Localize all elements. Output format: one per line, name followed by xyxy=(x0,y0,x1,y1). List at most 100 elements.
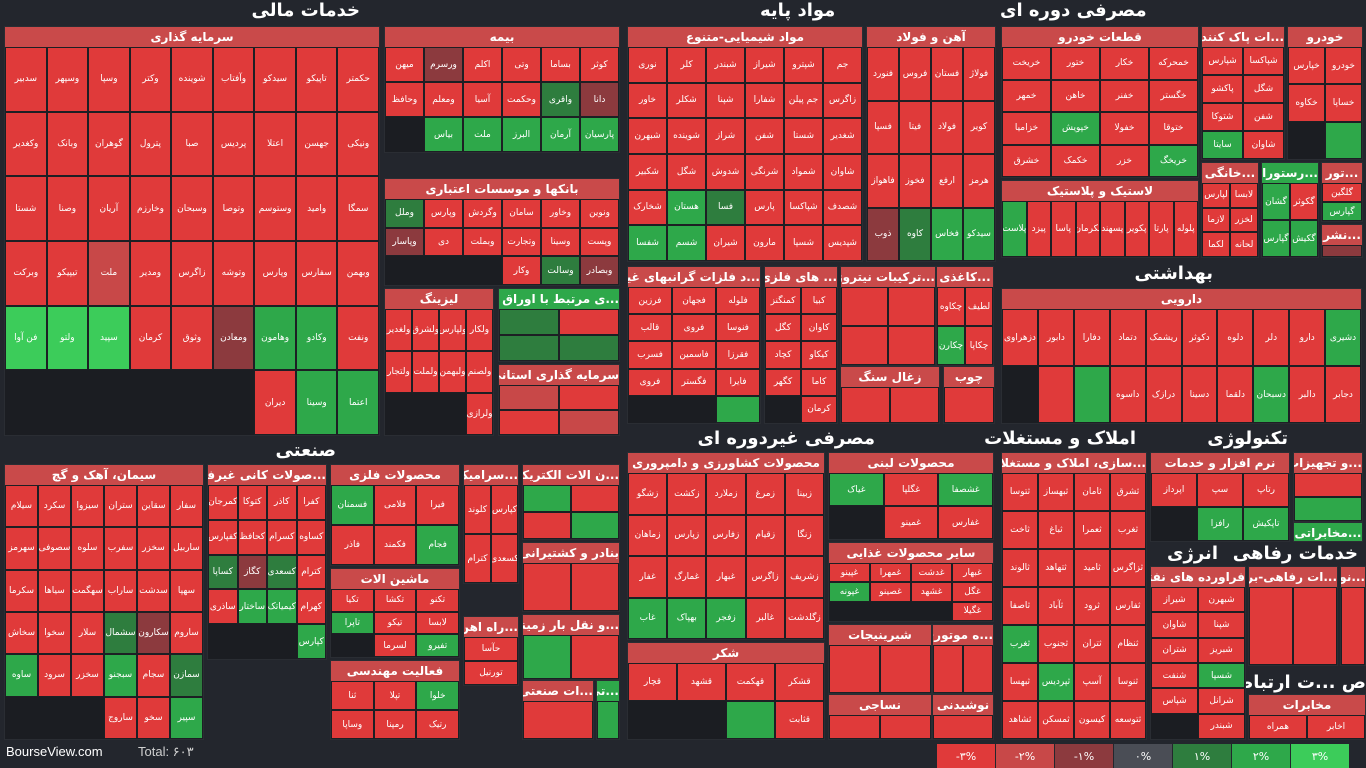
stock-tile[interactable]: دلوه xyxy=(1217,309,1254,366)
stock-tile[interactable]: فلامی xyxy=(373,485,417,525)
stock-tile[interactable]: وامید xyxy=(295,176,338,241)
stock-tile[interactable]: جهسن xyxy=(295,111,338,177)
stock-tile[interactable]: زماهان xyxy=(628,514,668,556)
stock-tile[interactable] xyxy=(1294,497,1362,521)
stock-tile[interactable]: گوهران xyxy=(88,111,130,177)
stock-tile[interactable]: ونفت xyxy=(337,305,379,371)
stock-tile[interactable]: غشهد xyxy=(911,582,952,602)
stock-tile[interactable]: شپترو xyxy=(784,47,823,83)
stock-tile[interactable]: فولاد xyxy=(931,100,963,154)
stock-tile[interactable] xyxy=(880,715,931,739)
stock-tile[interactable]: ثاصفا xyxy=(1002,587,1038,625)
stock-tile[interactable]: زکشت xyxy=(667,473,707,515)
stock-tile[interactable]: وتوشه xyxy=(212,241,255,306)
stock-tile[interactable]: وسینا xyxy=(541,227,580,257)
stock-tile[interactable]: غمهرا xyxy=(870,563,911,583)
stock-tile[interactable]: اخابر xyxy=(1307,715,1365,739)
stock-tile[interactable] xyxy=(1322,245,1362,257)
stock-tile[interactable]: خزر xyxy=(1100,144,1149,177)
industry-block[interactable]: محصولات فلزی فیرا فلامی فسمنان فجام فکمند فاذر xyxy=(330,464,460,566)
industry-block[interactable]: ...ترکیبات نیتروژن xyxy=(840,266,936,366)
stock-tile[interactable]: ولکار xyxy=(466,309,493,351)
stock-tile[interactable]: لازما xyxy=(1202,207,1230,233)
stock-tile[interactable]: شسم xyxy=(667,225,706,261)
stock-tile[interactable]: دکوثر xyxy=(1181,309,1218,366)
stock-tile[interactable]: وساپا xyxy=(331,710,374,739)
stock-tile[interactable]: ثپردیس xyxy=(1038,663,1074,701)
industry-block[interactable]: ... های فلزی کبیا کمنگنز کاوان کگل کیکاو کچاد ک… xyxy=(764,266,838,424)
stock-tile[interactable]: سخو xyxy=(137,696,170,739)
stock-tile[interactable]: فیرا xyxy=(416,485,459,525)
stock-tile[interactable]: وپارس xyxy=(254,241,296,306)
stock-tile[interactable]: زپارس xyxy=(667,514,707,556)
stock-tile[interactable]: غفارس xyxy=(938,506,993,539)
stock-tile[interactable] xyxy=(559,410,619,435)
stock-tile[interactable]: تاپکیش xyxy=(1243,507,1289,541)
stock-tile[interactable]: کمرجان xyxy=(208,485,238,520)
stock-tile[interactable]: چکارن xyxy=(937,326,965,365)
stock-tile[interactable]: تیکو xyxy=(373,611,417,635)
stock-tile[interactable] xyxy=(523,485,571,512)
stock-tile[interactable]: خمهر xyxy=(1002,79,1051,112)
stock-tile[interactable]: سایتا xyxy=(1202,131,1243,159)
stock-tile[interactable]: شبریز xyxy=(1198,637,1245,663)
stock-tile[interactable]: ساروج xyxy=(104,696,137,739)
stock-tile[interactable]: البرز xyxy=(502,117,541,152)
stock-tile[interactable]: کپارس xyxy=(491,485,518,534)
industry-block[interactable]: ...و نقل بار زمینی xyxy=(522,614,620,680)
stock-tile[interactable]: ولشرق xyxy=(412,309,439,351)
stock-tile[interactable]: سیدکو xyxy=(963,207,995,261)
stock-tile[interactable]: کمنگنز xyxy=(765,287,801,315)
stock-tile[interactable]: وهامون xyxy=(254,305,296,371)
stock-tile[interactable]: غبهار xyxy=(952,563,993,583)
stock-tile[interactable]: اکلم xyxy=(463,47,502,82)
industry-block[interactable]: ...مخابراتی xyxy=(1293,522,1363,542)
stock-tile[interactable]: پارس xyxy=(745,189,784,226)
stock-tile[interactable]: خکاوه xyxy=(1288,84,1325,122)
stock-tile[interactable]: وسالت xyxy=(541,256,580,285)
stock-tile[interactable]: فلوله xyxy=(716,287,760,315)
stock-tile[interactable]: سلار xyxy=(71,612,104,655)
stock-tile[interactable]: کترام xyxy=(296,554,326,590)
stock-tile[interactable]: کیکاو xyxy=(801,341,837,369)
stock-tile[interactable] xyxy=(829,645,880,693)
stock-tile[interactable]: خگستر xyxy=(1149,79,1198,112)
stock-tile[interactable]: فرزین xyxy=(628,287,672,315)
stock-tile[interactable]: سدبیر xyxy=(5,47,47,112)
stock-tile[interactable]: ساوه xyxy=(5,654,38,697)
stock-tile[interactable]: ملت xyxy=(463,117,502,152)
stock-tile[interactable]: ثامان xyxy=(1074,473,1110,511)
industry-block[interactable]: بنادر و کشتیرانی xyxy=(522,542,620,612)
stock-tile[interactable] xyxy=(841,287,888,326)
industry-block[interactable]: سرمایه گذاری حکمتر تاپیکو سیدکو وآفتاب شوینده… xyxy=(4,26,380,436)
stock-tile[interactable]: دفارا xyxy=(1073,309,1110,366)
stock-tile[interactable]: زاگرس xyxy=(745,556,785,598)
stock-tile[interactable]: کگاز xyxy=(237,554,267,590)
industry-block[interactable]: قطعات خودرو خمحرکه خکار ختور خریخت خگستر خفنر خ… xyxy=(1001,26,1199,178)
stock-tile[interactable]: درازک xyxy=(1145,366,1182,423)
stock-tile[interactable]: ثرود xyxy=(1074,587,1110,625)
industry-block[interactable]: بانکها و موسسات اعتباری ونوین وخاور سامان وگ… xyxy=(384,178,620,286)
stock-tile[interactable]: پارتا xyxy=(1149,201,1174,257)
stock-tile[interactable]: تاپیکو xyxy=(295,47,338,112)
stock-tile[interactable]: وبانک xyxy=(46,111,89,177)
stock-tile[interactable]: تورنیل xyxy=(464,661,518,685)
stock-tile[interactable]: فروی xyxy=(672,314,716,342)
industry-block[interactable]: نوشیدنی xyxy=(932,694,994,740)
stock-tile[interactable]: شفسا xyxy=(628,225,667,261)
industry-block[interactable]: فعالیت مهندسی خلوا تپلا ثنا رتیک رمپنا وساپا xyxy=(330,660,460,740)
stock-tile[interactable]: حکمتر xyxy=(337,47,379,112)
stock-tile[interactable]: غگلپا xyxy=(883,473,939,506)
stock-tile[interactable]: غگیلا xyxy=(952,601,993,621)
stock-tile[interactable]: شکبیر xyxy=(628,154,667,190)
stock-tile[interactable] xyxy=(597,701,619,739)
stock-tile[interactable] xyxy=(933,645,963,693)
stock-tile[interactable]: دلقما xyxy=(1217,366,1254,423)
stock-tile[interactable]: لطیف xyxy=(965,287,993,326)
industry-block[interactable]: ...د فلزات گرانبهای غیراهن فلوله فجهان فرزی… xyxy=(627,266,761,424)
stock-tile[interactable]: وحافظ xyxy=(385,82,424,117)
stock-tile[interactable]: کسرام xyxy=(267,519,297,555)
stock-tile[interactable] xyxy=(1325,121,1362,159)
industry-block[interactable]: ...نشر xyxy=(1321,224,1363,258)
